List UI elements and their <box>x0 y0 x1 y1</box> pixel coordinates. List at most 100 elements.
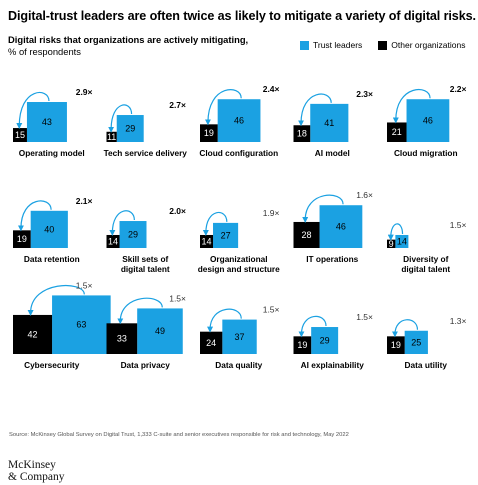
multiplier-label: 2.9× <box>76 87 93 97</box>
value-label-trust-leaders: 63 <box>76 320 86 330</box>
category-label: Organizational <box>210 254 268 264</box>
source-note: Source: McKinsey Global Survey on Digita… <box>9 432 349 438</box>
multiplier-label: 2.2× <box>450 84 467 94</box>
comparison-arrow <box>298 93 332 127</box>
bar-other-organizations-cloud-configuration <box>200 124 218 142</box>
category-label: Cybersecurity <box>24 360 80 370</box>
category-label: design and structure <box>198 264 280 274</box>
multiplier-label: 1.5× <box>169 293 186 303</box>
category-label: Skill sets of <box>122 254 168 264</box>
chart-subtitle: Digital risks that organizations are act… <box>8 34 278 58</box>
multiplier-label: 1.5× <box>76 280 93 290</box>
subtitle-line-2: % of respondents <box>8 46 81 57</box>
legend: Trust leaders Other organizations <box>300 40 465 50</box>
comparison-arrow <box>298 315 327 338</box>
value-label-trust-leaders: 29 <box>125 124 135 134</box>
value-label-trust-leaders: 46 <box>336 222 346 232</box>
category-label: Tech service delivery <box>104 148 188 158</box>
legend-swatch-trust-leaders <box>300 40 309 50</box>
bar-other-organizations-data-retention <box>13 230 31 248</box>
comparison-arrow <box>202 212 228 236</box>
value-label-other-organizations: 19 <box>391 340 401 350</box>
bar-trust-leaders-data-privacy <box>137 308 183 354</box>
value-label-trust-leaders: 25 <box>411 337 421 347</box>
bar-trust-leaders-cloud-migration <box>406 99 450 142</box>
bar-other-organizations-data-quality <box>200 331 223 354</box>
value-label-other-organizations: 28 <box>302 230 312 240</box>
value-label-other-organizations: 14 <box>108 236 118 246</box>
category-label: Diversity of <box>403 254 448 264</box>
value-label-trust-leaders: 40 <box>44 224 54 234</box>
value-label-trust-leaders: 43 <box>42 117 52 127</box>
multiplier-label: 1.5× <box>450 220 467 230</box>
value-label-trust-leaders: 27 <box>221 230 231 240</box>
value-label-trust-leaders: 29 <box>128 230 138 240</box>
bar-trust-leaders-ai-model <box>310 103 349 142</box>
legend-swatch-other-organizations <box>378 40 388 50</box>
chart-grid: 43 15 2.9× Operating model 29 11 2.7× Tech serv… <box>13 84 467 370</box>
value-label-other-organizations: 19 <box>297 340 307 350</box>
value-label-other-organizations: 9 <box>389 239 394 249</box>
bar-trust-leaders-cloud-configuration <box>217 99 261 142</box>
category-label: Cloud configuration <box>199 148 278 158</box>
value-label-trust-leaders: 46 <box>423 116 433 126</box>
logo-line-2: & Company <box>8 471 65 483</box>
bar-trust-leaders-data-quality <box>222 319 257 354</box>
comparison-arrow <box>391 319 419 338</box>
comparison-arrow <box>27 284 85 316</box>
category-label: AI explainability <box>301 360 365 370</box>
multiplier-label: 1.3× <box>450 316 467 326</box>
bar-other-organizations-cybersecurity <box>13 314 53 354</box>
category-label: AI model <box>315 148 350 158</box>
value-label-other-organizations: 42 <box>28 329 38 339</box>
value-label-trust-leaders: 46 <box>234 116 244 126</box>
comparison-arrow <box>204 89 242 126</box>
subtitle-line-1: Digital risks that organizations are act… <box>8 34 249 45</box>
value-label-trust-leaders: 49 <box>155 326 165 336</box>
multiplier-label: 2.7× <box>169 100 186 110</box>
bar-trust-leaders-data-retention <box>30 210 68 248</box>
comparison-arrow <box>109 210 135 236</box>
value-label-other-organizations: 21 <box>392 127 402 137</box>
bar-trust-leaders-organizational-design-and-structure <box>213 222 239 248</box>
bar-trust-leaders-ai-explainability <box>311 327 339 354</box>
value-label-trust-leaders: 41 <box>324 118 334 128</box>
legend-label-trust-leaders: Trust leaders <box>313 40 363 50</box>
value-label-other-organizations: 24 <box>206 338 216 348</box>
bar-trust-leaders-tech-service-delivery <box>116 115 144 142</box>
value-label-other-organizations: 33 <box>117 334 127 344</box>
bar-trust-leaders-data-utility <box>404 330 428 354</box>
bar-other-organizations-diversity-of-digital-talent <box>387 239 396 248</box>
value-label-trust-leaders: 37 <box>235 332 245 342</box>
multiplier-label: 1.6× <box>356 190 373 200</box>
category-label: IT operations <box>306 254 358 264</box>
bar-other-organizations-it-operations <box>293 221 320 248</box>
comparison-arrow <box>387 223 404 241</box>
category-label: Data retention <box>24 254 80 264</box>
value-label-other-organizations: 18 <box>297 129 307 139</box>
comparison-arrow <box>117 297 163 325</box>
logo-line-1: McKinsey <box>8 459 56 471</box>
bar-other-organizations-ai-model <box>293 125 311 142</box>
multiplier-label: 1.9× <box>263 208 280 218</box>
comparison-arrow <box>392 88 431 124</box>
bar-other-organizations-data-utility <box>387 336 405 354</box>
multiplier-label: 2.0× <box>169 206 186 216</box>
bar-trust-leaders-it-operations <box>319 205 363 248</box>
bar-other-organizations-skill-sets-of-digital-talent <box>106 234 120 248</box>
comparison-arrow <box>17 200 52 232</box>
value-label-other-organizations: 19 <box>17 234 27 244</box>
comparison-arrow <box>108 104 133 133</box>
value-label-trust-leaders: 14 <box>397 236 407 246</box>
value-label-other-organizations: 19 <box>204 128 214 138</box>
bar-other-organizations-operating-model <box>13 128 27 142</box>
value-label-other-organizations: 11 <box>107 132 116 142</box>
comparison-arrow <box>16 91 50 130</box>
category-label: Operating model <box>19 148 85 158</box>
bar-trust-leaders-operating-model <box>26 102 67 142</box>
bar-other-organizations-tech-service-delivery <box>106 131 117 142</box>
bar-other-organizations-organizational-design-and-structure <box>200 234 214 248</box>
value-label-trust-leaders: 29 <box>320 336 330 346</box>
category-label: Data quality <box>215 360 262 370</box>
